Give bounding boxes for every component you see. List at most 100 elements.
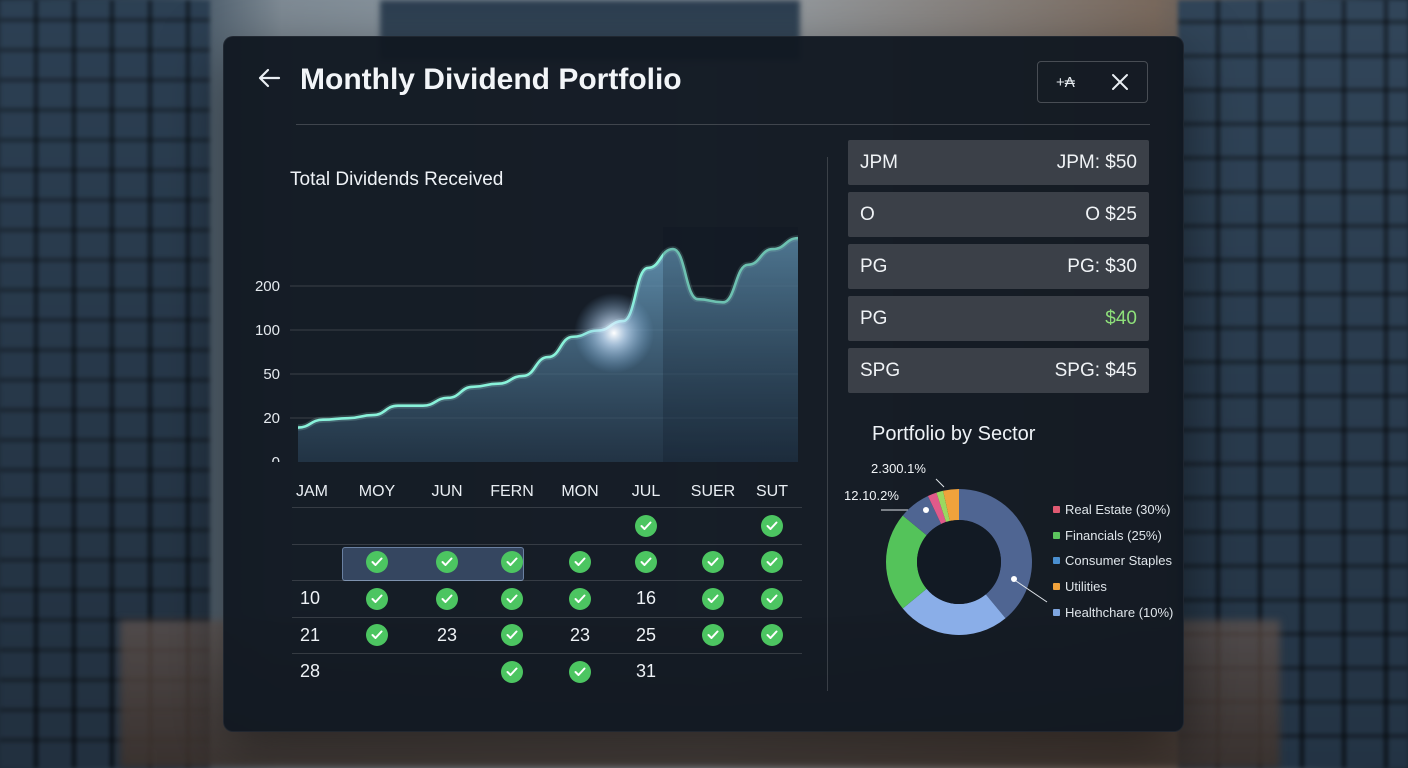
calendar-cell[interactable] (472, 618, 552, 654)
calendar-date: 23 (569, 624, 591, 645)
paid-check-icon (569, 587, 591, 610)
pie-slice-green[interactable] (886, 515, 927, 609)
calendar-cell[interactable] (292, 508, 332, 544)
y-tick-label: 50 (263, 366, 280, 383)
calendar-cell[interactable]: 16 (608, 581, 684, 617)
paid-check-icon (366, 587, 388, 610)
sector-legend: Real Estate (30%) Financials (25%) Consume… (1053, 497, 1173, 625)
back-button[interactable] (254, 63, 284, 93)
calendar-cell[interactable] (332, 654, 422, 690)
calendar-cell[interactable] (742, 618, 802, 654)
calendar-cell[interactable] (684, 581, 742, 617)
calendar-date: 28 (300, 661, 321, 682)
calendar-cell[interactable] (332, 581, 422, 617)
calendar-header: JAM MOY JUN FERN MON JUL SUER SUT (292, 477, 802, 507)
calendar-cell[interactable] (552, 545, 608, 581)
highlight-glow (574, 293, 654, 373)
legend-swatch (1053, 506, 1060, 514)
calendar-cell[interactable] (472, 545, 552, 581)
calendar-cell[interactable] (422, 581, 472, 617)
calendar-cell[interactable] (332, 618, 422, 654)
legend-swatch (1053, 608, 1060, 616)
calendar-cell[interactable] (472, 654, 552, 690)
calendar-cell[interactable]: 25 (608, 618, 684, 654)
dividend-line (297, 236, 799, 429)
calendar-cell[interactable] (684, 654, 742, 690)
calendar-cell[interactable] (742, 508, 802, 544)
holding-tile[interactable]: JPM JPM: $50 (848, 140, 1149, 185)
calendar-cell[interactable]: 10 (292, 581, 332, 617)
calendar-cell[interactable] (742, 654, 802, 690)
paid-check-icon (501, 624, 523, 647)
calendar-cell[interactable] (422, 545, 472, 581)
calendar-cell[interactable] (608, 545, 684, 581)
callout-left-dot (923, 507, 929, 513)
calendar-row (292, 543, 802, 581)
calendar-cell[interactable] (422, 508, 472, 544)
calendar-cell[interactable] (742, 545, 802, 581)
legend-swatch (1053, 583, 1060, 591)
sector-title: Portfolio by Sector (872, 423, 1036, 445)
calendar-column-header: JUN (431, 483, 463, 500)
calendar-cell[interactable] (472, 508, 552, 544)
legend-label: Healthchare (10%) (1065, 604, 1174, 620)
holding-tile[interactable]: PG PG: $30 (848, 244, 1149, 289)
paid-check-icon (761, 587, 783, 610)
paid-check-icon (501, 587, 523, 610)
calendar-cell[interactable] (552, 581, 608, 617)
calendar-cell[interactable] (292, 545, 332, 581)
callout-left-label: 12.10.2% (844, 488, 899, 503)
paid-check-icon (702, 587, 724, 610)
calendar-cell[interactable] (684, 618, 742, 654)
pie-slice-light-blue[interactable] (902, 588, 1006, 635)
pie-slice-orange[interactable] (943, 489, 959, 522)
calendar-cell[interactable] (608, 508, 684, 544)
calendar-cell[interactable]: 23 (422, 618, 472, 654)
holding-tile[interactable]: PG $40 (848, 296, 1149, 341)
holding-tile[interactable]: O O $25 (848, 192, 1149, 237)
add-button[interactable]: +₳ (1056, 73, 1075, 91)
paid-check-icon (436, 587, 458, 610)
holding-ticker: PG (860, 255, 888, 277)
calendar-column-header: SUER (690, 483, 736, 500)
calendar-cell[interactable] (552, 654, 608, 690)
calendar-cell[interactable]: 21 (292, 618, 332, 654)
pie-slice-slate-small[interactable] (902, 495, 942, 536)
legend-item: Utilities (1053, 574, 1173, 600)
calendar-cell[interactable]: 28 (292, 654, 332, 690)
dividends-area-chart: 02050100200JMWMSTTIS (255, 227, 799, 462)
calendar-cell[interactable] (332, 545, 422, 581)
legend-item: Real Estate (30%) (1053, 497, 1173, 523)
calendar-date: 21 (300, 624, 321, 645)
calendar-cell[interactable] (332, 508, 422, 544)
close-button[interactable] (1111, 73, 1129, 91)
callout-top-line (935, 478, 945, 488)
calendar-cell[interactable]: 31 (608, 654, 684, 690)
pie-slice-slate[interactable] (959, 489, 1032, 619)
holding-value: O $25 (1085, 203, 1137, 225)
holding-ticker: JPM (860, 151, 898, 173)
callout-right-line (1015, 580, 1048, 603)
calendar-column-header: SUT (756, 483, 788, 500)
holding-tile[interactable]: SPG SPG: $45 (848, 348, 1149, 393)
paid-check-icon (635, 551, 657, 574)
calendar-cell[interactable] (422, 654, 472, 690)
pie-slice-lime[interactable] (936, 490, 950, 523)
pie-slice-pink[interactable] (927, 492, 947, 524)
legend-swatch (1053, 557, 1060, 565)
calendar-cell[interactable] (742, 581, 802, 617)
paid-check-icon (569, 551, 591, 574)
paid-check-icon (436, 551, 458, 574)
calendar-column-header: JAM (296, 483, 328, 500)
calendar-cell[interactable] (552, 508, 608, 544)
paid-check-icon (366, 551, 388, 574)
dividend-line-glow (297, 235, 799, 431)
calendar-cell[interactable] (684, 508, 742, 544)
arrow-left-icon (258, 68, 281, 88)
calendar-cell[interactable]: 23 (552, 618, 608, 654)
paid-check-icon (702, 551, 724, 574)
calendar-cell[interactable] (684, 545, 742, 581)
legend-label: Financials (25%) (1065, 527, 1162, 543)
calendar-cell[interactable] (472, 581, 552, 617)
callout-right-dot (1011, 576, 1017, 582)
